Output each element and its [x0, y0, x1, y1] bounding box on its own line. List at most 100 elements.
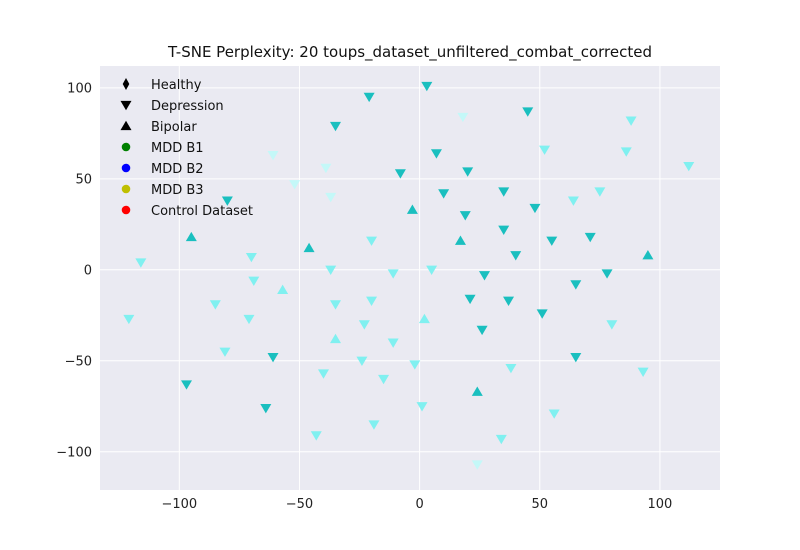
legend-label: MDD B1: [151, 141, 204, 156]
data-point: [394, 169, 406, 179]
data-point: [181, 380, 193, 390]
data-point: [529, 203, 541, 214]
data-point: [368, 420, 380, 430]
data-point: [430, 149, 442, 159]
data-point: [510, 251, 522, 261]
data-point: [387, 269, 399, 279]
data-point: [243, 314, 255, 325]
data-point: [476, 325, 488, 336]
data-point: [325, 265, 337, 276]
legend-label: MDD B3: [151, 183, 204, 198]
data-point: [546, 236, 558, 246]
data-point: [310, 431, 322, 441]
x-tick-label: 0: [415, 497, 423, 512]
y-tick-label: 100: [67, 81, 92, 96]
data-point: [625, 116, 637, 126]
data-point: [642, 250, 654, 260]
data-point: [601, 269, 613, 279]
y-tick-label: 50: [75, 172, 92, 187]
data-point: [584, 232, 596, 243]
chart-title: T-SNE Perplexity: 20 toups_dataset_unfil…: [167, 43, 652, 62]
data-point: [387, 338, 399, 348]
data-point: [495, 434, 507, 445]
y-tick-label: −50: [65, 354, 92, 369]
legend-label: Bipolar: [151, 120, 197, 135]
data-point: [426, 265, 438, 276]
data-point: [498, 187, 510, 197]
legend-label: Healthy: [151, 78, 202, 93]
data-point: [358, 320, 370, 330]
data-point: [267, 353, 279, 363]
data-point: [620, 147, 632, 157]
data-point: [416, 402, 428, 412]
data-point: [185, 231, 197, 242]
data-point: [522, 107, 534, 117]
data-point: [277, 284, 289, 294]
x-tick-label: −100: [161, 497, 197, 512]
data-point: [209, 300, 221, 310]
y-tick-label: 0: [84, 263, 92, 278]
legend-marker-bipolar: [120, 120, 132, 131]
data-point: [454, 235, 466, 245]
legend-label: Depression: [151, 99, 224, 114]
x-tick-label: 100: [648, 497, 673, 512]
data-point: [356, 356, 368, 367]
data-point: [325, 192, 337, 203]
legend-marker-control-dataset: [121, 205, 131, 215]
data-point: [462, 167, 474, 177]
data-point: [570, 353, 582, 363]
legend-marker-mdd-b3: [121, 184, 131, 194]
data-point: [406, 204, 418, 214]
x-tick-label: 50: [531, 497, 548, 512]
data-point: [135, 258, 147, 268]
x-tick-label: −50: [286, 497, 313, 512]
data-point: [594, 187, 606, 197]
legend-label: Control Dataset: [151, 204, 253, 219]
legend-marker-mdd-b1: [121, 142, 131, 152]
legend: Healthy Depression Bipolar MDD B1 MDD B2 MDD …: [120, 77, 253, 219]
data-point: [219, 347, 231, 357]
data-point: [330, 333, 342, 344]
data-point: [320, 163, 332, 174]
data-point: [303, 242, 315, 253]
data-point: [438, 189, 450, 199]
data-point: [505, 363, 517, 374]
data-point: [498, 225, 510, 236]
x-axis-ticks: −100 −50 0 50 100: [161, 497, 672, 512]
data-point: [459, 211, 471, 221]
data-point: [418, 313, 430, 324]
data-point: [330, 300, 342, 310]
data-point: [503, 296, 515, 306]
data-point: [248, 276, 260, 286]
data-point: [366, 296, 378, 306]
data-point: [548, 409, 560, 419]
data-point: [409, 360, 421, 370]
data-point: [330, 121, 342, 132]
data-point: [464, 294, 476, 305]
data-point: [567, 196, 579, 206]
data-point: [363, 92, 375, 103]
data-point: [683, 161, 695, 172]
legend-marker-mdd-b2: [121, 163, 131, 173]
data-points: [123, 81, 695, 470]
data-point: [317, 369, 329, 379]
data-point: [260, 403, 272, 414]
data-point: [536, 309, 548, 319]
data-point: [637, 367, 649, 377]
data-point: [471, 460, 483, 470]
data-point: [366, 236, 378, 246]
legend-marker-depression: [120, 100, 132, 111]
data-point: [457, 112, 469, 123]
data-point: [570, 280, 582, 290]
data-point: [267, 151, 279, 161]
data-point: [421, 81, 433, 92]
data-point: [221, 196, 233, 206]
y-axis-ticks: −100 −50 0 50 100: [56, 81, 92, 460]
legend-label: MDD B2: [151, 162, 204, 177]
legend-marker-healthy: [122, 77, 130, 91]
data-point: [378, 374, 390, 385]
data-point: [539, 145, 551, 155]
data-point: [289, 180, 301, 190]
y-tick-label: −100: [56, 445, 92, 460]
